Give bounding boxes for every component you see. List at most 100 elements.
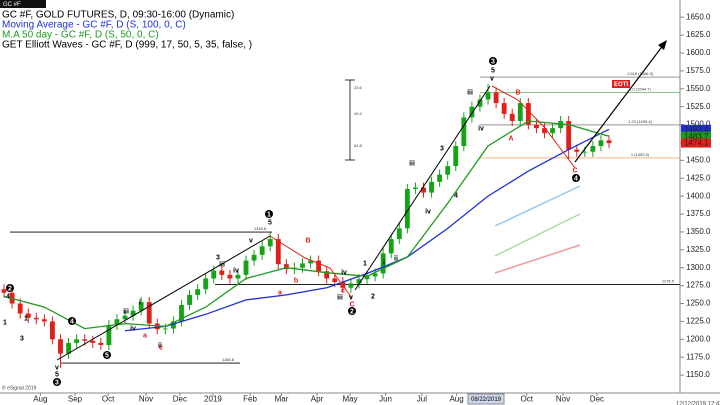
- candle-body: [493, 92, 499, 104]
- y-tick-label: 1525.0: [686, 102, 711, 111]
- candle-body: [316, 260, 322, 272]
- candle-body: [33, 317, 39, 320]
- axes: 1150.0 1175.0 1200.0 1225.0 1250.0 1275.0 1300…: [33, 12, 720, 405]
- wave-marker: [572, 174, 580, 182]
- wave-label: 3: [20, 335, 24, 342]
- wave-label: A: [508, 135, 513, 142]
- candle-body: [122, 315, 128, 320]
- candle-body: [348, 283, 354, 288]
- y-tick-label: 1200.0: [686, 334, 711, 343]
- wave-label: 2: [371, 293, 375, 300]
- wave-label: iv: [478, 125, 484, 132]
- y-tick-label: 1250.0: [686, 299, 711, 308]
- correction-line: [269, 235, 353, 299]
- x-tick-label: 2019: [204, 395, 222, 404]
- candle-body: [227, 274, 233, 279]
- candle-body: [162, 328, 168, 330]
- symbol-box[interactable]: [0, 0, 46, 8]
- x-tick-label: Oct: [521, 395, 534, 404]
- wave-label: 3: [440, 145, 444, 152]
- candle-body: [41, 319, 47, 322]
- candle-body: [574, 149, 580, 152]
- last-value-flag: [681, 124, 711, 134]
- last-value-flag: [681, 131, 711, 141]
- candle-body: [598, 140, 604, 147]
- moving-average-line: [3, 120, 610, 330]
- wave-label: 1: [267, 211, 271, 218]
- fib-label: 1.618 (1566.3): [627, 71, 654, 76]
- wave-label: 4: [6, 293, 10, 300]
- candle-body: [525, 103, 531, 125]
- y-tick-label: 1550.0: [686, 84, 711, 93]
- wave-marker: [348, 307, 356, 315]
- y-tick-label: 1275.0: [686, 281, 711, 290]
- y-tick-label: 1350.0: [686, 227, 711, 236]
- wave-label: 1: [3, 319, 7, 326]
- wave-label: 1: [24, 315, 28, 322]
- last-value-label: 1483.7: [684, 132, 709, 141]
- x-tick-label: Aug: [449, 395, 463, 404]
- candle-body: [485, 92, 491, 100]
- candle-body: [17, 303, 23, 314]
- wave-label: 2: [350, 308, 354, 315]
- candle-body: [1, 289, 7, 293]
- wave-label: 3: [216, 254, 220, 261]
- y-tick-label: 1625.0: [686, 30, 711, 39]
- wave-label: 2: [8, 285, 12, 292]
- x-tick-label: Jul: [417, 395, 427, 404]
- symbol[interactable]: GC #F: [3, 2, 21, 8]
- wave-label: v: [349, 294, 353, 301]
- candle-body: [259, 246, 265, 255]
- candle-body: [187, 294, 192, 305]
- y-tick-label: 1325.0: [686, 245, 711, 254]
- wave-label: 3: [55, 379, 59, 386]
- x-tick-label: Oct: [102, 395, 115, 404]
- wave-label: iii: [219, 261, 225, 268]
- wave-label: a: [143, 332, 147, 339]
- candle-body: [413, 187, 418, 189]
- candle-body: [477, 99, 483, 107]
- x-tick-label: Dec: [590, 395, 604, 404]
- candle-body: [130, 310, 136, 316]
- candle-body: [421, 187, 426, 193]
- y-tick-label: 1500.0: [686, 120, 711, 129]
- candle-body: [58, 339, 63, 354]
- candle-body: [138, 302, 144, 311]
- y-tick-label: 1375.0: [686, 209, 711, 218]
- candle-body: [106, 324, 112, 346]
- x-tick-label: May: [343, 395, 358, 404]
- wave-label: 5: [491, 67, 495, 74]
- wave-marker: [489, 57, 497, 65]
- channel-line: [494, 244, 581, 274]
- measure-label: 61.8: [354, 143, 363, 148]
- level-label: 1276.5: [662, 279, 675, 284]
- level-label: 1349.8: [254, 226, 267, 231]
- y-tick-label: 1650.0: [686, 12, 711, 21]
- channel-line: [494, 185, 581, 227]
- wave-marker: [265, 210, 273, 218]
- candle-body: [332, 278, 338, 283]
- fib-label: 1.23 (1499.4): [628, 119, 652, 124]
- candle-body: [171, 321, 176, 329]
- timestamp: 12/12/2019 12:47 PM: [676, 402, 720, 405]
- channel-line: [494, 213, 581, 257]
- candle-body: [66, 342, 71, 354]
- candle-body: [211, 270, 217, 279]
- candle-body: [606, 140, 612, 144]
- candle-body: [308, 260, 313, 264]
- candle-body: [469, 106, 475, 118]
- legend-entry: M.A 50 day - GC #F, D (S, 50, 0, C): [2, 30, 159, 41]
- candle-body: [453, 146, 459, 167]
- flag-box: [612, 80, 630, 88]
- y-tick-label: 1425.0: [686, 173, 711, 182]
- candle-body: [275, 239, 281, 265]
- wave-label: iv: [425, 208, 431, 215]
- indicator-label: GET Elliott Waves - GC #F, D (999, 17, 5…: [2, 40, 252, 51]
- wave-marker: [68, 317, 76, 325]
- candle-body: [590, 146, 596, 152]
- candle-body: [372, 273, 378, 277]
- wave-label: v: [249, 237, 253, 244]
- wave-label: 4: [70, 318, 74, 325]
- wave-label: 3: [491, 58, 495, 65]
- candle-body: [74, 339, 80, 343]
